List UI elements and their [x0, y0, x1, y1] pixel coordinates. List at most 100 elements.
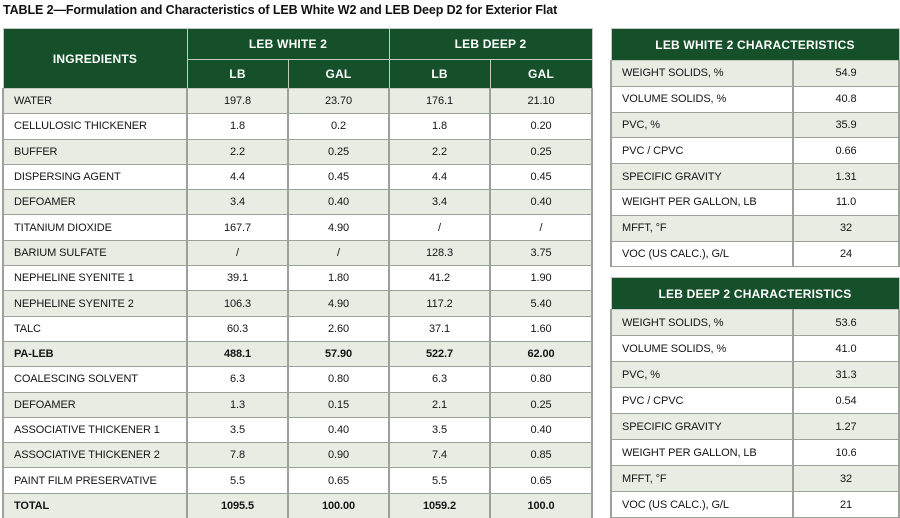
value-cell: 62.00 [489, 340, 594, 368]
value-cell: 0.65 [489, 467, 594, 494]
value-cell: / [286, 239, 391, 267]
table-row: WEIGHT SOLIDS, % 53.6 [610, 309, 900, 336]
value-cell: 6.3 [186, 366, 289, 393]
value-cell: 40.8 [792, 85, 900, 113]
value-cell: 7.8 [186, 442, 289, 469]
table-row: TALC 60.3 2.60 37.1 1.60 [2, 315, 594, 342]
table-row: DEFOAMER 1.3 0.15 2.1 0.25 [2, 391, 594, 418]
value-cell: 128.3 [388, 239, 492, 267]
value-cell: 31.3 [791, 361, 900, 388]
table-row: DISPERSING AGENT 4.4 0.45 4.4 0.45 [2, 163, 594, 191]
table-row: VOLUME SOLIDS, % 40.8 [610, 85, 900, 113]
value-cell: 0.45 [489, 163, 594, 191]
value-cell: 1.90 [489, 265, 594, 292]
value-cell: / [489, 214, 594, 241]
row-label-cell: VOC (US CALC.), G/L [610, 240, 794, 268]
table-row: VOLUME SOLIDS, % 41.0 [610, 335, 900, 362]
value-cell: 4.90 [286, 214, 391, 241]
value-cell: 3.75 [489, 239, 594, 267]
deep-characteristics-table: LEB DEEP 2 CHARACTERISTICS WEIGHT SOLIDS… [610, 277, 900, 518]
table-row: TITANIUM DIOXIDE 167.7 4.90// [2, 214, 594, 241]
value-cell: 0.40 [286, 416, 391, 444]
row-label-cell: PA-LEB [2, 340, 188, 368]
value-cell: 0.85 [489, 442, 594, 469]
table-row: CELLULOSIC THICKENER 1.8 0.2 1.8 0.20 [2, 113, 594, 140]
row-label-cell: COALESCING SOLVENT [2, 366, 188, 393]
value-cell: 21.10 [489, 87, 594, 115]
value-cell: 1.80 [286, 265, 391, 292]
table-row: MFFT, °F 32 [610, 214, 900, 242]
table-row: NEPHELINE SYENITE 1 39.1 1.80 41.2 1.90 [2, 265, 594, 292]
white-lb-column-header: LB [186, 59, 289, 89]
value-cell: 1095.5 [186, 492, 289, 518]
value-cell: 5.5 [186, 467, 289, 494]
table-row: SPECIFIC GRAVITY 1.27 [610, 413, 900, 440]
value-cell: 4.4 [186, 163, 289, 191]
value-cell: 24 [792, 240, 900, 268]
formulation-table-header: INGREDIENTS LEB WHITE 2 LEB DEEP 2 LB GA… [2, 28, 593, 89]
value-cell: 11.0 [792, 188, 900, 216]
value-cell: 3.4 [186, 189, 289, 216]
leb-white-2-group-header: LEB WHITE 2 [186, 28, 390, 60]
value-cell: 39.1 [186, 265, 289, 292]
table-row: PVC, % 31.3 [610, 361, 900, 388]
value-cell: 0.25 [489, 138, 594, 165]
value-cell: / [186, 239, 289, 267]
table-row: WEIGHT PER GALLON, LB 10.6 [610, 439, 900, 466]
table-row: SPECIFIC GRAVITY 1.31 [610, 163, 900, 190]
row-label-cell: ASSOCIATIVE THICKENER 1 [2, 416, 188, 444]
value-cell: 5.5 [388, 467, 492, 494]
value-cell: 522.7 [388, 340, 492, 368]
value-cell: 1059.2 [388, 492, 492, 518]
white-characteristics-grid: LEB WHITE 2 CHARACTERISTICS WEIGHT SOLID… [610, 28, 900, 268]
value-cell: 0.40 [286, 189, 391, 216]
value-cell: / [388, 214, 492, 241]
table-row: WATER 197.8 23.70 176.1 21.10 [2, 87, 594, 115]
value-cell: 117.2 [388, 290, 492, 317]
value-cell: 57.90 [286, 340, 391, 368]
value-cell: 54.9 [792, 60, 900, 87]
value-cell: 35.9 [792, 111, 900, 139]
row-label-cell: CELLULOSIC THICKENER [2, 113, 188, 140]
value-cell: 0.20 [489, 113, 594, 140]
leb-deep-2-group-header: LEB DEEP 2 [388, 28, 593, 60]
table-caption: TABLE 2—Formulation and Characteristics … [3, 3, 558, 17]
formulation-table-grid: INGREDIENTS LEB WHITE 2 LEB DEEP 2 LB GA… [2, 28, 594, 518]
value-cell: 167.7 [186, 214, 289, 241]
table-row: MFFT, °F 32 [610, 465, 900, 492]
value-cell: 100.00 [286, 492, 391, 518]
table-row: BUFFER 2.2 0.25 2.2 0.25 [2, 138, 594, 165]
row-label-cell: WATER [2, 87, 188, 115]
row-label-cell: NEPHELINE SYENITE 1 [2, 265, 188, 292]
row-label-cell: VOC (US CALC.), G/L [610, 491, 794, 518]
value-cell: 1.8 [388, 113, 492, 140]
table-row: BARIUM SULFATE //128.3 3.75 [2, 239, 594, 267]
value-cell: 21 [791, 491, 900, 518]
deep-characteristics-header: LEB DEEP 2 CHARACTERISTICS [610, 277, 900, 310]
value-cell: 3.5 [388, 416, 492, 444]
value-cell: 1.8 [186, 113, 289, 140]
white-characteristics-header: LEB WHITE 2 CHARACTERISTICS [610, 28, 900, 61]
value-cell: 37.1 [388, 315, 492, 342]
white-characteristics-body: WEIGHT SOLIDS, % 54.9 VOLUME SOLIDS, % 40.8… [610, 60, 900, 268]
deep-lb-column-header: LB [388, 59, 491, 89]
value-cell: 2.2 [186, 138, 289, 165]
value-cell: 32 [791, 465, 900, 492]
value-cell: 0.2 [286, 113, 391, 140]
row-label-cell: VOLUME SOLIDS, % [610, 85, 794, 113]
value-cell: 1.31 [792, 163, 900, 190]
table-row: DEFOAMER 3.4 0.40 3.4 0.40 [2, 189, 594, 216]
formulation-table-body: WATER 197.8 23.70 176.1 21.10 CELLULOSIC THIC… [2, 87, 594, 518]
row-label-cell: MFFT, °F [610, 465, 794, 492]
table-row: PA-LEB 488.1 57.90 522.7 62.00 [2, 340, 594, 368]
table-row: PVC / CPVC 0.66 [610, 137, 900, 165]
value-cell: 1.27 [791, 413, 900, 440]
value-cell: 0.54 [791, 387, 900, 414]
value-cell: 5.40 [489, 290, 594, 317]
white-characteristics-table: LEB WHITE 2 CHARACTERISTICS WEIGHT SOLID… [610, 28, 900, 268]
value-cell: 3.5 [186, 416, 289, 444]
table-row: COALESCING SOLVENT 6.3 0.80 6.3 0.80 [2, 366, 594, 393]
value-cell: 0.45 [286, 163, 391, 191]
row-label-cell: VOLUME SOLIDS, % [610, 335, 794, 362]
row-label-cell: PVC, % [610, 111, 794, 139]
